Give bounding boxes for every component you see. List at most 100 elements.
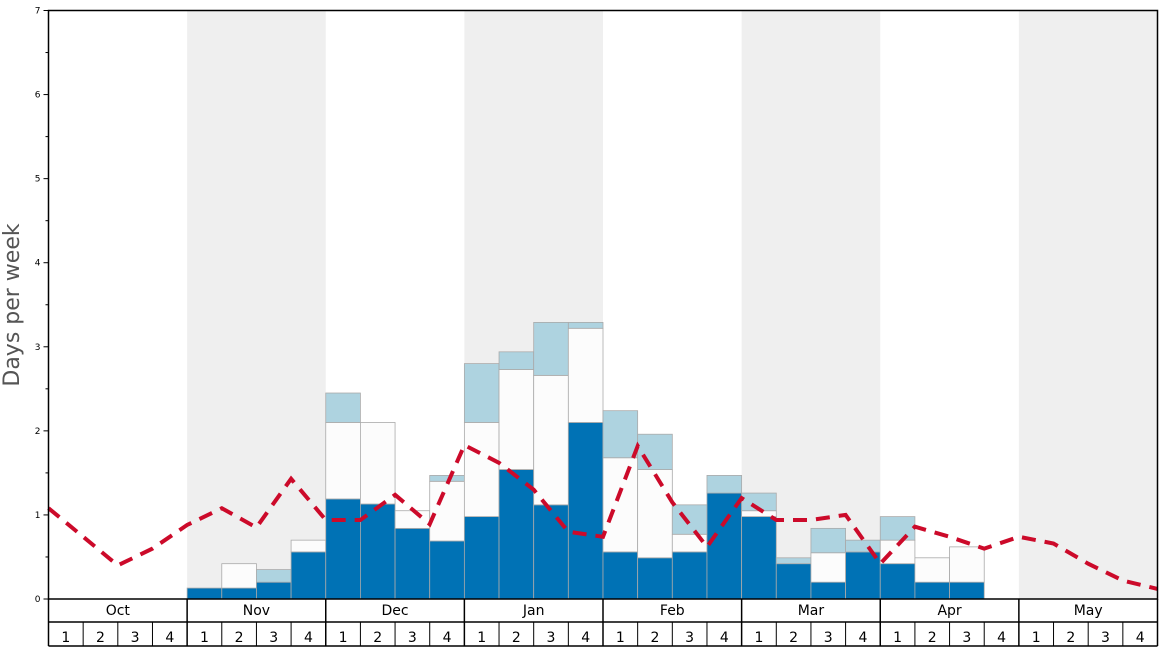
month-label: May <box>1074 603 1103 619</box>
y-tick-label: 2 <box>35 427 41 437</box>
week-label: 2 <box>1066 630 1075 646</box>
y-tick-label: 5 <box>35 175 41 185</box>
week-label: 3 <box>685 630 694 646</box>
bar-white-segment <box>533 374 569 506</box>
bar-dark-segment <box>567 422 604 600</box>
month-label: Jan <box>522 603 545 619</box>
bar-dark-segment <box>810 581 846 600</box>
bar-white-segment <box>429 480 465 542</box>
bar-light-segment <box>706 475 743 494</box>
week-label: 2 <box>512 630 521 646</box>
week-label: 1 <box>477 630 486 646</box>
dashed-line <box>47 441 1158 591</box>
bar-dark-segment <box>463 516 500 600</box>
bar-white-segment <box>671 533 708 553</box>
week-label: 4 <box>443 630 452 646</box>
bar-white-segment <box>498 369 535 470</box>
week-label: 3 <box>131 630 140 646</box>
week-label: 4 <box>165 630 174 646</box>
bar-dark-segment <box>325 498 361 600</box>
bar-white-segment <box>360 422 396 505</box>
bar-white-segment <box>290 539 327 553</box>
bar-white-segment <box>463 422 500 518</box>
bar-white-segment <box>602 457 639 553</box>
week-label: 3 <box>547 630 556 646</box>
week-label: 4 <box>581 630 590 646</box>
week-label: 3 <box>824 630 833 646</box>
bar-dark-segment <box>949 581 985 600</box>
bar-light-segment <box>671 504 708 535</box>
bar-dark-segment <box>914 581 950 600</box>
bar-light-segment <box>325 392 361 423</box>
bar-dark-segment <box>637 557 673 600</box>
week-label: 1 <box>893 630 902 646</box>
month-label: Feb <box>660 603 685 619</box>
bar-light-segment <box>775 557 812 565</box>
bars <box>186 322 985 600</box>
bar-dark-segment <box>879 563 916 600</box>
bar-light-segment <box>879 516 916 541</box>
week-label: 1 <box>200 630 209 646</box>
week-label: 3 <box>962 630 971 646</box>
bar-light-segment <box>463 363 500 423</box>
bar-white-segment <box>741 510 777 518</box>
bar-white-segment <box>810 552 846 583</box>
week-label: 1 <box>61 630 70 646</box>
y-axis: 0 1 2 3 4 5 6 7 <box>35 7 49 605</box>
bar-dark-segment <box>360 503 396 600</box>
week-label: 2 <box>96 630 105 646</box>
bar-light-segment <box>567 322 604 329</box>
y-tick-label: 4 <box>35 259 41 269</box>
bar-dark-segment <box>429 540 465 600</box>
week-label: 2 <box>373 630 382 646</box>
bar-dark-segment <box>775 563 812 600</box>
y-tick-label: 3 <box>35 343 41 353</box>
week-label: 2 <box>789 630 798 646</box>
week-label: 2 <box>235 630 244 646</box>
week-label: 1 <box>1032 630 1041 646</box>
y-tick-label: 0 <box>35 595 41 605</box>
month-label: Nov <box>243 603 270 619</box>
week-label: 3 <box>269 630 278 646</box>
month-label: Oct <box>106 603 131 619</box>
week-label: 4 <box>1136 630 1145 646</box>
x-axis: Oct 1 2 3 4 Nov 1 2 3 4 Dec 1 2 3 4 Jan 1 2 3 4 Feb 1 2 3 4 Mar 1 2… <box>47 599 1159 647</box>
week-label: 1 <box>616 630 625 646</box>
bar-dark-segment <box>845 551 881 600</box>
bar-dark-segment <box>741 516 777 600</box>
month-label: Mar <box>798 603 825 619</box>
bar-white-segment <box>221 563 257 589</box>
dashed-line-layer <box>47 441 1158 591</box>
bar-dark-segment <box>602 551 639 600</box>
bar-dark-segment <box>256 581 292 600</box>
bar-dark-segment <box>706 492 743 600</box>
month-label: Apr <box>937 603 961 619</box>
bar-dark-segment <box>186 587 223 600</box>
bar-light-segment <box>810 527 846 554</box>
week-label: 4 <box>720 630 729 646</box>
bar-white-segment <box>325 422 361 500</box>
bar-light-segment <box>256 569 292 583</box>
bar-dark-segment <box>290 551 327 600</box>
week-label: 4 <box>858 630 867 646</box>
bar-light-segment <box>845 539 881 553</box>
week-label: 2 <box>928 630 937 646</box>
y-tick-label: 7 <box>35 7 41 17</box>
bar-white-segment <box>637 469 673 559</box>
month-band-may <box>1018 10 1158 599</box>
bar-white-segment <box>949 546 985 583</box>
week-label: 1 <box>339 630 348 646</box>
bar-dark-segment <box>221 587 257 600</box>
y-tick-label: 1 <box>35 511 41 521</box>
y-axis-label: Days per week <box>0 223 25 386</box>
bar-light-segment <box>637 433 673 470</box>
week-label: 4 <box>304 630 313 646</box>
bar-light-segment <box>533 322 569 376</box>
week-label: 3 <box>1101 630 1110 646</box>
week-label: 2 <box>651 630 660 646</box>
bar-white-segment <box>567 327 604 423</box>
month-bands <box>187 10 1158 599</box>
y-tick-label: 6 <box>35 91 41 101</box>
bar-dark-segment <box>498 469 535 600</box>
